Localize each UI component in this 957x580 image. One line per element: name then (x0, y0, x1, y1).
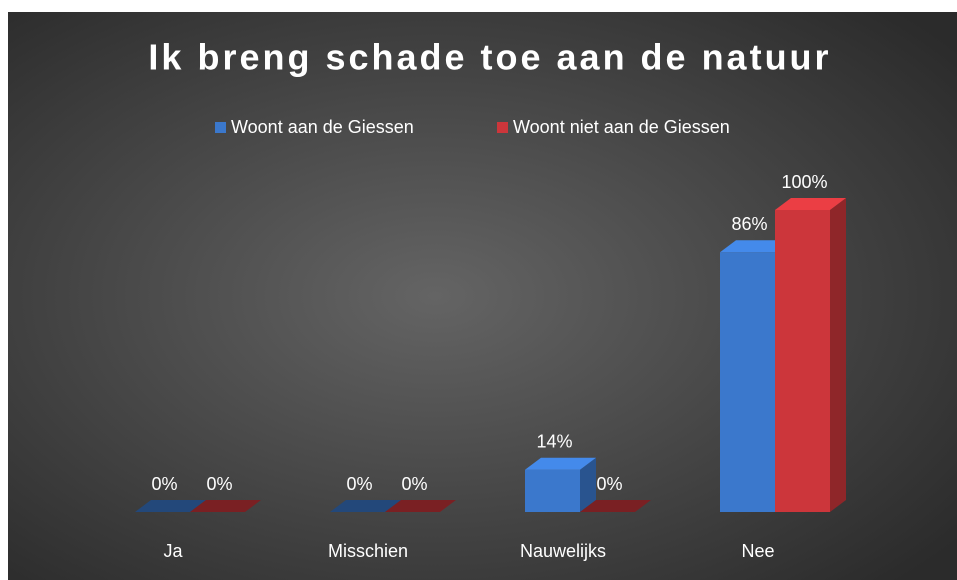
bar-top (135, 500, 206, 512)
bar (135, 500, 206, 512)
chart-title: Ik breng schade toe aan de natuur (148, 37, 831, 78)
x-tick-label: Ja (163, 541, 183, 561)
bar-top (580, 500, 651, 512)
data-label: 0% (151, 474, 177, 494)
legend-swatch (497, 122, 508, 133)
bar-top (720, 240, 791, 253)
x-tick-label: Misschien (328, 541, 408, 561)
data-label: 86% (731, 214, 767, 234)
bar-side (830, 198, 846, 512)
legend-swatch (215, 122, 226, 133)
bar (775, 198, 846, 512)
bar-front (525, 469, 580, 512)
data-label: 0% (206, 474, 232, 494)
bar (385, 500, 456, 512)
bar-top (385, 500, 456, 512)
bar (525, 457, 596, 512)
bar-front (775, 210, 830, 512)
x-tick-label: Nee (741, 541, 774, 561)
bar (190, 500, 261, 512)
bar-side (580, 457, 596, 512)
bar (330, 500, 401, 512)
data-label: 14% (536, 431, 572, 451)
bar-top (190, 500, 261, 512)
data-label: 100% (781, 172, 827, 192)
legend-label: Woont niet aan de Giessen (513, 117, 730, 137)
x-tick-label: Nauwelijks (520, 541, 606, 561)
legend-label: Woont aan de Giessen (231, 117, 414, 137)
bar-front (720, 252, 775, 512)
bar-top (330, 500, 401, 512)
data-label: 0% (401, 474, 427, 494)
bar-top (775, 198, 846, 210)
bar-top (525, 457, 596, 470)
bar (580, 500, 651, 512)
data-label: 0% (346, 474, 372, 494)
data-label: 0% (596, 474, 622, 494)
